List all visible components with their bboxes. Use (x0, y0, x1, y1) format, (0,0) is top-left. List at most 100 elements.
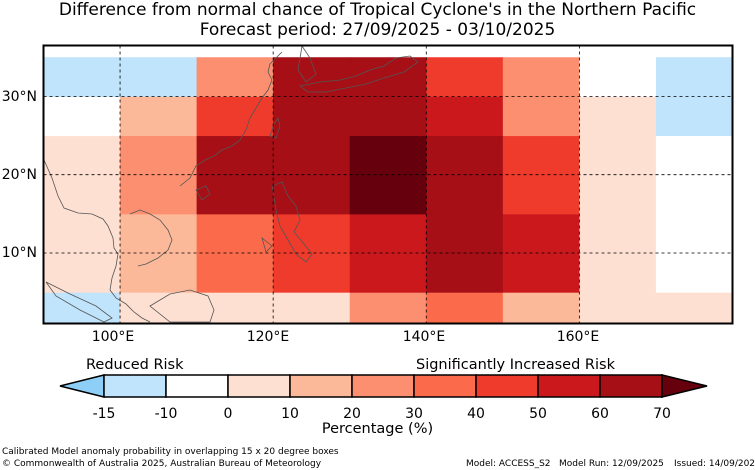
coastline-borneo (149, 289, 215, 323)
anomaly-cell (655, 292, 733, 324)
legend-increased-risk: Significantly Increased Risk (416, 357, 615, 373)
colorbar-arrow-low (59, 374, 105, 398)
anomaly-cell (579, 57, 657, 97)
anomaly-cell (273, 135, 351, 176)
coastline-hainan (195, 185, 211, 201)
anomaly-cell (426, 57, 504, 97)
lon-label-160e: 160°E (556, 329, 600, 345)
anomaly-cell (43, 135, 121, 176)
anomaly-cell (426, 292, 504, 324)
anomaly-cell (349, 292, 427, 324)
forecast-period: Forecast period: 27/09/2025 - 03/10/2025 (199, 20, 556, 40)
colorbar-tick: 20 (343, 406, 361, 422)
colorbar-bin (227, 374, 291, 398)
colorbar-tick: -15 (92, 406, 116, 422)
colorbar-bin (413, 374, 477, 398)
anomaly-cell (120, 57, 198, 97)
anomaly-cell (579, 213, 657, 254)
anomaly-cell (196, 253, 274, 293)
coastline-sumatra (45, 281, 113, 323)
anomaly-cell (655, 174, 733, 215)
colorbar-tick: 60 (591, 406, 609, 422)
map-frame (42, 44, 734, 325)
anomaly-cell (273, 96, 351, 137)
anomaly-cell (120, 292, 198, 324)
anomaly-cell (579, 253, 657, 293)
anomaly-cell (502, 292, 580, 324)
anomaly-cell (502, 213, 580, 254)
lon-label-120e: 120°E (246, 329, 290, 345)
colorbar-unit-label: Percentage (%) (321, 421, 434, 437)
anomaly-cell (655, 57, 733, 97)
colorbar-bin (351, 374, 415, 398)
anomaly-cell (579, 135, 657, 176)
coastline-korea (297, 44, 317, 83)
anomaly-cell (273, 213, 351, 254)
anomaly-cell (43, 253, 121, 293)
anomaly-cell (349, 174, 427, 215)
anomaly-cell (196, 213, 274, 254)
anomaly-cell (655, 213, 733, 254)
anomaly-cell (196, 292, 274, 324)
anomaly-cell (502, 57, 580, 97)
anomaly-map (42, 44, 734, 325)
anomaly-cell (502, 253, 580, 293)
anomaly-cell (426, 253, 504, 293)
colorbar-bin (537, 374, 601, 398)
colorbar-arrow-high (661, 374, 708, 398)
colorbar-bin (599, 374, 663, 398)
coastline-japan (299, 55, 419, 93)
anomaly-cell (349, 253, 427, 293)
anomaly-cell (43, 96, 121, 137)
anomaly-cell (43, 213, 121, 254)
colorbar-tick: 50 (529, 406, 547, 422)
anomaly-cell (502, 174, 580, 215)
coastline-asia-mainland (43, 51, 283, 323)
anomaly-cell (43, 57, 121, 97)
anomaly-cell (273, 253, 351, 293)
anomaly-cell (655, 96, 733, 137)
colorbar-bin (165, 374, 229, 398)
colorbar-tick: 0 (223, 406, 233, 422)
anomaly-cell (120, 174, 198, 215)
anomaly-cell (502, 96, 580, 137)
anomaly-grid (43, 57, 733, 324)
lon-label-100e: 100°E (91, 329, 135, 345)
anomaly-cell (273, 174, 351, 215)
footer-model: Model: ACCESS_S2 (466, 459, 551, 469)
anomaly-cell (579, 96, 657, 137)
anomaly-cell (349, 213, 427, 254)
anomaly-cell (502, 135, 580, 176)
anomaly-cell (349, 96, 427, 137)
colorbar-bin (475, 374, 539, 398)
coastline-philippines (261, 181, 313, 263)
lon-label-140e: 140°E (402, 329, 446, 345)
colorbar-bin (289, 374, 353, 398)
anomaly-cell (426, 213, 504, 254)
map-title: Difference from normal chance of Tropica… (58, 0, 697, 20)
anomaly-cell (426, 135, 504, 176)
anomaly-cell (426, 96, 504, 137)
footer-copyright: © Commonwealth of Australia 2025, Austra… (2, 459, 322, 469)
colorbar-tick: 10 (281, 406, 299, 422)
anomaly-cell (196, 135, 274, 176)
anomaly-cell (579, 292, 657, 324)
colorbar-tick: 40 (467, 406, 485, 422)
anomaly-cell (196, 57, 274, 97)
anomaly-cell (426, 174, 504, 215)
colorbar-tick: -10 (154, 406, 178, 422)
anomaly-cell (655, 135, 733, 176)
anomaly-cell (43, 292, 121, 324)
coastlines (43, 44, 419, 323)
colorbar-tick: 70 (653, 406, 671, 422)
anomaly-cell (349, 135, 427, 176)
lat-label-20n: 20°N (1, 167, 37, 183)
anomaly-cell (273, 292, 351, 324)
graticule (43, 45, 733, 324)
anomaly-cell (43, 174, 121, 215)
anomaly-cell (196, 96, 274, 137)
anomaly-cell (120, 253, 198, 293)
anomaly-cell (655, 253, 733, 293)
legend-reduced-risk: Reduced Risk (86, 357, 184, 373)
